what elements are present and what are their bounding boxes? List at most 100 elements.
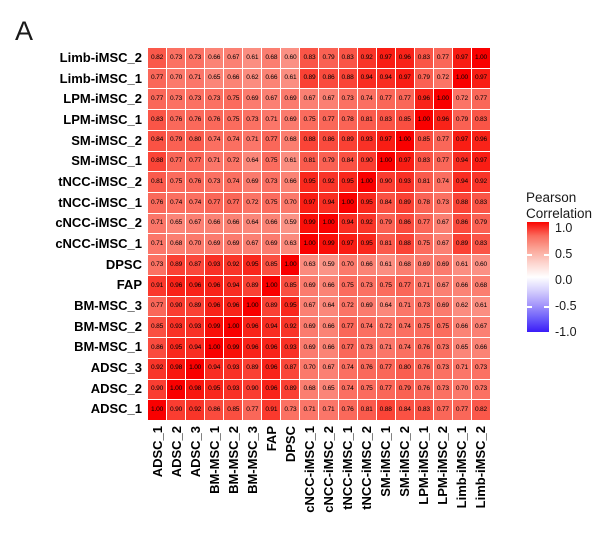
heatmap-cell: 0.74 bbox=[186, 193, 205, 213]
heatmap-cell: 0.86 bbox=[319, 68, 338, 89]
heatmap-cell: 0.83 bbox=[414, 151, 433, 172]
heatmap-cell: 0.80 bbox=[395, 358, 414, 379]
heatmap-cell: 0.88 bbox=[452, 193, 471, 213]
heatmap-cell: 0.74 bbox=[395, 317, 414, 338]
row-label: BM-MSC_2 bbox=[74, 318, 142, 334]
heatmap-cell: 0.96 bbox=[395, 48, 414, 68]
row-label: DPSC bbox=[105, 256, 142, 272]
heatmap-cell: 0.95 bbox=[300, 172, 319, 193]
column-label: SM-iMSC_2 bbox=[397, 426, 412, 497]
heatmap-cell: 0.66 bbox=[262, 68, 281, 89]
heatmap-cell: 0.72 bbox=[433, 68, 452, 89]
heatmap-cell: 0.66 bbox=[224, 68, 243, 89]
heatmap-cell: 0.92 bbox=[148, 358, 167, 379]
heatmap-cell: 0.73 bbox=[433, 358, 452, 379]
heatmap-cell: 1.00 bbox=[186, 358, 205, 379]
column-label: tNCC-iMSC_1 bbox=[340, 426, 355, 510]
heatmap-cell: 0.95 bbox=[357, 234, 376, 255]
heatmap-cell: 0.76 bbox=[186, 172, 205, 193]
heatmap-cell: 0.75 bbox=[224, 89, 243, 110]
heatmap-cell: 0.77 bbox=[205, 193, 224, 213]
heatmap-cell: 0.73 bbox=[167, 48, 186, 68]
heatmap-cell: 0.94 bbox=[319, 193, 338, 213]
heatmap-cell: 0.66 bbox=[319, 317, 338, 338]
heatmap-cell: 0.67 bbox=[224, 48, 243, 68]
heatmap-cell: 0.94 bbox=[205, 358, 224, 379]
heatmap-cell: 0.97 bbox=[471, 151, 490, 172]
heatmap-cell: 0.75 bbox=[414, 317, 433, 338]
heatmap-cell: 0.75 bbox=[262, 193, 281, 213]
heatmap-cell: 0.84 bbox=[395, 400, 414, 420]
heatmap-cell: 0.72 bbox=[243, 193, 262, 213]
heatmap-cell: 0.63 bbox=[281, 234, 300, 255]
heatmap-cell: 0.74 bbox=[433, 172, 452, 193]
heatmap-cell: 0.67 bbox=[300, 296, 319, 317]
heatmap-cell: 0.69 bbox=[300, 275, 319, 296]
heatmap-cell: 0.67 bbox=[471, 317, 490, 338]
heatmap-cell: 0.94 bbox=[452, 151, 471, 172]
heatmap-cell: 0.90 bbox=[357, 151, 376, 172]
heatmap-cell: 0.75 bbox=[300, 110, 319, 130]
heatmap-cell: 0.79 bbox=[319, 151, 338, 172]
row-label: tNCC-iMSC_1 bbox=[58, 194, 142, 210]
heatmap-cell: 0.66 bbox=[205, 213, 224, 234]
heatmap-cell: 1.00 bbox=[471, 48, 490, 68]
heatmap-cell: 0.81 bbox=[300, 151, 319, 172]
heatmap-cell: 0.73 bbox=[167, 89, 186, 110]
heatmap-cell: 0.93 bbox=[357, 130, 376, 151]
heatmap-cell: 0.74 bbox=[205, 130, 224, 151]
heatmap-cell: 0.74 bbox=[224, 130, 243, 151]
heatmap-cell: 0.84 bbox=[376, 193, 395, 213]
heatmap-cell: 0.79 bbox=[167, 130, 186, 151]
heatmap-cell: 0.87 bbox=[281, 358, 300, 379]
heatmap-cell: 0.93 bbox=[167, 317, 186, 338]
heatmap-cell: 0.96 bbox=[471, 130, 490, 151]
heatmap-cell: 0.69 bbox=[414, 255, 433, 275]
heatmap-cell: 0.69 bbox=[300, 338, 319, 358]
row-label: LPM-iMSC_1 bbox=[63, 112, 142, 127]
heatmap-cell: 0.66 bbox=[224, 213, 243, 234]
heatmap-cell: 0.63 bbox=[300, 255, 319, 275]
heatmap-cell: 0.70 bbox=[452, 379, 471, 400]
heatmap-cell: 0.62 bbox=[452, 296, 471, 317]
heatmap-cell: 0.60 bbox=[281, 48, 300, 68]
heatmap-cell: 0.90 bbox=[167, 400, 186, 420]
heatmap-cell: 0.89 bbox=[281, 379, 300, 400]
heatmap-cell: 0.99 bbox=[205, 317, 224, 338]
heatmap-cell: 0.71 bbox=[262, 110, 281, 130]
heatmap-cell: 0.85 bbox=[281, 275, 300, 296]
heatmap-cell: 1.00 bbox=[338, 193, 357, 213]
heatmap-cell: 0.75 bbox=[224, 110, 243, 130]
heatmap-cell: 0.72 bbox=[224, 151, 243, 172]
heatmap-cell: 0.70 bbox=[338, 255, 357, 275]
heatmap-cell: 1.00 bbox=[319, 213, 338, 234]
row-label: SM-iMSC_1 bbox=[71, 153, 142, 169]
heatmap-cell: 0.79 bbox=[395, 379, 414, 400]
heatmap-cell: 0.68 bbox=[167, 234, 186, 255]
column-label: Limb-iMSC_1 bbox=[454, 426, 469, 509]
heatmap-cell: 0.83 bbox=[300, 48, 319, 68]
heatmap-cell: 0.79 bbox=[319, 48, 338, 68]
heatmap-cell: 0.65 bbox=[319, 379, 338, 400]
heatmap-cell: 0.97 bbox=[452, 48, 471, 68]
heatmap-cell: 0.77 bbox=[243, 400, 262, 420]
heatmap-cell: 0.64 bbox=[243, 151, 262, 172]
heatmap-cell: 0.90 bbox=[148, 379, 167, 400]
heatmap-cell: 0.92 bbox=[186, 400, 205, 420]
heatmap-cell: 0.88 bbox=[300, 130, 319, 151]
heatmap-cell: 0.72 bbox=[452, 89, 471, 110]
heatmap-cell: 0.77 bbox=[167, 151, 186, 172]
heatmap-cell: 0.94 bbox=[224, 275, 243, 296]
heatmap-cell: 0.62 bbox=[243, 68, 262, 89]
column-label: BM-MSC_1 bbox=[207, 426, 222, 494]
heatmap-cell: 0.73 bbox=[357, 338, 376, 358]
heatmap-cell: 0.77 bbox=[148, 89, 167, 110]
legend-title-line2: Correlation bbox=[526, 206, 593, 221]
heatmap-cell: 0.73 bbox=[148, 255, 167, 275]
heatmap-cell: 0.77 bbox=[395, 275, 414, 296]
heatmap-cell: 0.75 bbox=[376, 275, 395, 296]
heatmap-cell: 0.96 bbox=[167, 275, 186, 296]
heatmap-cell: 0.77 bbox=[376, 358, 395, 379]
heatmap-cell: 0.67 bbox=[262, 89, 281, 110]
heatmap-cell: 0.84 bbox=[148, 130, 167, 151]
